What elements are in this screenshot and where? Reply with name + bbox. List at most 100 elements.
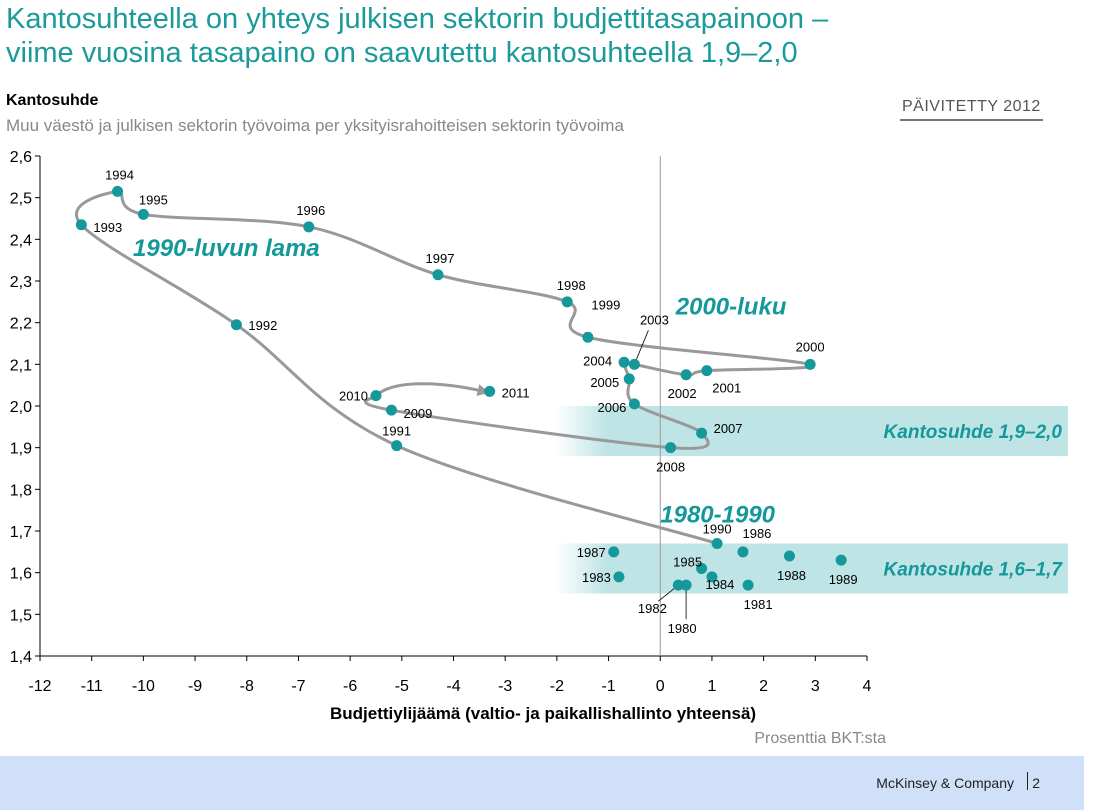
data-point [711, 538, 723, 549]
point-label: 1988 [777, 568, 806, 583]
data-point [230, 319, 242, 331]
point-label: 1997 [426, 251, 455, 266]
point-label: 1980 [668, 621, 697, 636]
x-tick-label: -5 [395, 678, 409, 695]
point-label: 2003 [640, 312, 669, 327]
x-tick-label: 3 [811, 678, 820, 695]
y-tick-label: 1,8 [10, 482, 32, 499]
y-tick-label: 1,9 [10, 441, 32, 458]
page-number: 2 [1032, 775, 1040, 791]
trajectory-arrow [374, 382, 490, 397]
x-tick-label: -10 [132, 678, 155, 695]
data-point [618, 356, 630, 368]
x-tick-label: 0 [656, 678, 665, 695]
point-label: 1990 [703, 522, 732, 537]
y-tick-label: 1,7 [10, 524, 32, 541]
data-point [680, 369, 692, 381]
y-tick-label: 1,4 [10, 649, 32, 666]
point-label: 1994 [105, 167, 134, 182]
data-point [608, 546, 620, 558]
data-point [561, 296, 573, 308]
y-tick-label: 2,1 [10, 357, 32, 374]
scatter-chart: Kantosuhde 1,9–2,0 Kantosuhde 1,6–1,7 1,4 1… [10, 149, 1068, 695]
y-tick-label: 2,2 [10, 316, 32, 333]
band-label: Kantosuhde 1,6–1,7 [884, 560, 1064, 581]
point-label: 2010 [339, 389, 368, 404]
point-label: 2005 [590, 375, 619, 390]
band-2 [555, 543, 1068, 594]
data-point [706, 571, 718, 583]
point-label: 1998 [557, 278, 586, 293]
x-tick-label: 4 [863, 678, 872, 695]
point-label: 1992 [248, 318, 277, 333]
point-label: 1985 [673, 555, 702, 570]
x-tick-label: -7 [291, 678, 305, 695]
data-point [628, 398, 640, 410]
data-point [484, 385, 496, 397]
x-tick-label: -2 [550, 678, 564, 695]
data-point [737, 546, 749, 558]
point-label: 1986 [742, 526, 771, 541]
data-point [696, 427, 708, 439]
data-point [696, 563, 708, 574]
data-point [665, 442, 677, 454]
x-tick-label: -1 [601, 678, 615, 695]
point-label: 1989 [829, 572, 858, 587]
chart-subtitle: Muu väestö ja julkisen sektorin työvoima… [6, 116, 624, 135]
chart-title: Kantosuhde [6, 92, 99, 109]
point-label: 1999 [591, 297, 620, 312]
point-label: 1996 [296, 203, 325, 218]
footer-bar: McKinsey & Company 2 [0, 756, 1084, 810]
x-tick-label: 1 [707, 678, 716, 695]
data-point [804, 358, 816, 370]
updated-badge: PÄIVITETTY 2012 [900, 98, 1043, 121]
point-label: 1982 [638, 601, 667, 616]
leader-line [634, 330, 649, 365]
point-label: 2006 [597, 400, 626, 415]
point-label: 2001 [712, 381, 741, 396]
x-tick-label: -12 [28, 678, 51, 695]
x-tick-label: 2 [759, 678, 768, 695]
data-point [680, 579, 692, 591]
point-label: 2007 [714, 421, 743, 436]
data-point [835, 554, 847, 566]
y-tick-label: 2,6 [10, 149, 32, 166]
data-point [432, 269, 444, 281]
x-tick-label: -4 [446, 678, 460, 695]
data-point [303, 221, 315, 233]
data-point [672, 579, 684, 591]
data-point [628, 358, 640, 370]
footer-divider [1027, 772, 1028, 790]
point-label: 1993 [93, 220, 122, 235]
data-point [701, 365, 713, 377]
point-label: 1991 [382, 424, 411, 439]
y-tick-label: 1,5 [10, 607, 32, 624]
x-axis-unit: Prosenttia BKT:sta [754, 730, 886, 747]
x-tick-label: -3 [498, 678, 512, 695]
data-point [613, 571, 625, 583]
data-point [783, 550, 795, 562]
point-label: 1995 [139, 192, 168, 207]
point-label: 1981 [744, 597, 773, 612]
data-point [742, 579, 754, 591]
data-point [370, 390, 382, 402]
period-annotation: 1980-1990 [660, 502, 775, 529]
band-1 [555, 406, 1068, 456]
company-name: McKinsey & Company [876, 775, 1014, 791]
x-tick-label: -9 [188, 678, 202, 695]
point-label: 2008 [656, 460, 685, 475]
x-tick-label: -11 [81, 678, 103, 695]
title-line-1: Kantosuhteella on yhteys julkisen sektor… [6, 3, 829, 35]
data-point [75, 219, 87, 231]
point-label: 2011 [502, 385, 530, 400]
period-annotation: 1990-luvun lama [133, 235, 320, 262]
y-tick-label: 2,3 [10, 274, 32, 291]
point-label: 2009 [403, 406, 432, 421]
point-label: 2002 [668, 386, 697, 401]
y-tick-label: 1,6 [10, 566, 32, 583]
y-tick-label: 2,0 [10, 399, 32, 416]
x-tick-label: -6 [343, 678, 357, 695]
data-point [112, 185, 124, 197]
data-point [391, 440, 403, 452]
band-label: Kantosuhde 1,9–2,0 [884, 422, 1063, 443]
